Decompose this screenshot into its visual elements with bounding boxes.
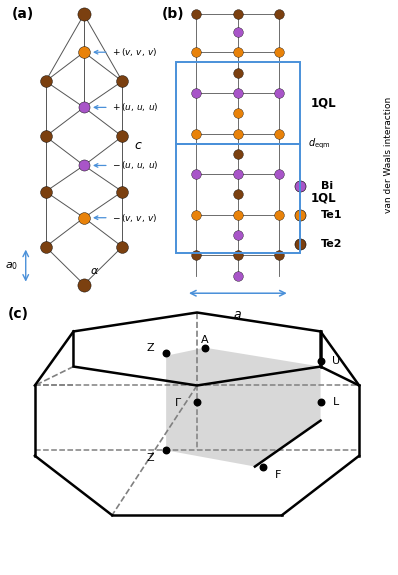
Point xyxy=(235,10,241,19)
Point xyxy=(201,343,208,352)
Point xyxy=(276,251,283,260)
Text: $a_0$: $a_0$ xyxy=(5,260,19,271)
Text: A: A xyxy=(201,335,209,344)
Point xyxy=(276,170,283,179)
Point xyxy=(43,187,49,196)
Text: (b): (b) xyxy=(161,7,184,21)
Bar xyxy=(176,144,300,252)
Point xyxy=(297,239,303,248)
Point xyxy=(81,213,87,223)
Point xyxy=(276,88,283,97)
Text: $-\,(v,\,v,\,v)$: $-\,(v,\,v,\,v)$ xyxy=(94,212,157,224)
Point xyxy=(43,132,49,141)
Point xyxy=(297,181,303,190)
Point xyxy=(276,129,283,138)
Point xyxy=(297,210,303,220)
Text: $+\,(u,\,u,\,u)$: $+\,(u,\,u,\,u)$ xyxy=(94,101,158,113)
Point xyxy=(119,132,125,141)
Point xyxy=(235,170,241,179)
Text: Z: Z xyxy=(147,454,154,463)
Point xyxy=(193,88,200,97)
Point xyxy=(276,10,283,19)
Point xyxy=(193,10,200,19)
Point xyxy=(235,251,241,260)
Point xyxy=(163,446,169,455)
Point xyxy=(235,271,241,281)
Point xyxy=(317,397,324,407)
Point xyxy=(193,210,200,220)
Text: $\Gamma$: $\Gamma$ xyxy=(174,396,182,408)
Text: $c$: $c$ xyxy=(134,139,143,152)
Text: U: U xyxy=(332,356,340,366)
Point xyxy=(193,170,200,179)
Point xyxy=(235,68,241,77)
Point xyxy=(276,210,283,220)
Point xyxy=(81,10,87,19)
Text: $\alpha$: $\alpha$ xyxy=(90,266,99,276)
Point xyxy=(235,210,241,220)
Text: (a): (a) xyxy=(12,7,34,21)
Point xyxy=(235,109,241,118)
Point xyxy=(193,251,200,260)
Text: $+\,(v,\,v,\,v)$: $+\,(v,\,v,\,v)$ xyxy=(94,46,157,58)
Text: Bi: Bi xyxy=(321,181,333,191)
Text: L: L xyxy=(333,397,339,407)
Text: (c): (c) xyxy=(8,307,29,321)
Point xyxy=(259,462,266,471)
Point xyxy=(235,231,241,240)
Text: Te1: Te1 xyxy=(321,210,342,220)
Text: $-\,(u,\,u,\,u)$: $-\,(u,\,u,\,u)$ xyxy=(94,159,158,171)
Point xyxy=(194,397,200,407)
Text: F: F xyxy=(275,470,281,480)
Text: van der Waals interaction: van der Waals interaction xyxy=(384,97,392,213)
Point xyxy=(193,129,200,138)
Text: Z: Z xyxy=(147,343,154,352)
Point xyxy=(119,242,125,251)
Point xyxy=(235,129,241,138)
Bar xyxy=(176,62,300,144)
Point xyxy=(81,48,87,57)
Point xyxy=(235,190,241,199)
Point xyxy=(81,103,87,112)
Text: 1QL: 1QL xyxy=(310,97,336,109)
Point xyxy=(43,76,49,86)
Point xyxy=(43,242,49,251)
Point xyxy=(193,48,200,57)
Point xyxy=(81,280,87,289)
Text: Te2: Te2 xyxy=(321,239,342,249)
Point xyxy=(276,48,283,57)
Point xyxy=(163,348,169,358)
Point xyxy=(81,161,87,170)
Point xyxy=(235,27,241,36)
Point xyxy=(235,48,241,57)
Point xyxy=(235,150,241,159)
Point xyxy=(317,356,324,366)
Text: $d_{\rm eqm}$: $d_{\rm eqm}$ xyxy=(308,136,331,151)
Text: 1QL: 1QL xyxy=(310,191,336,205)
Point xyxy=(119,187,125,196)
Point xyxy=(119,76,125,86)
Point xyxy=(235,88,241,97)
Text: $a$: $a$ xyxy=(233,308,242,321)
Polygon shape xyxy=(166,348,320,466)
